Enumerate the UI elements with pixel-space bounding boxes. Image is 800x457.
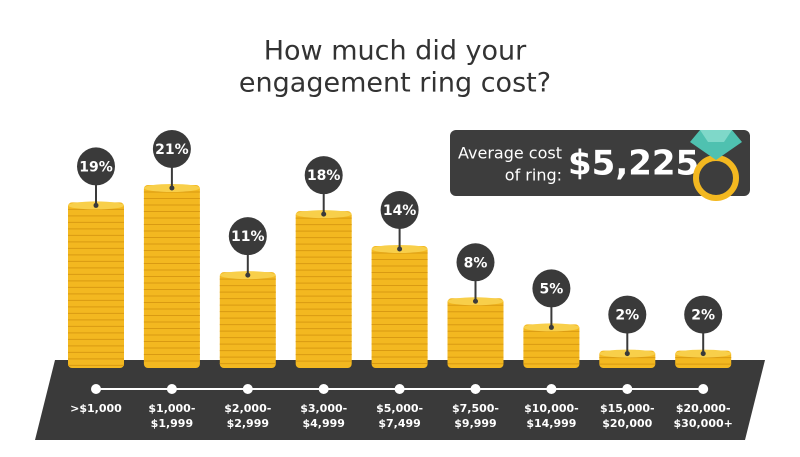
- x-tick-label: $2,000-: [224, 402, 271, 415]
- chart-title: engagement ring cost?: [239, 68, 551, 99]
- pin-dot: [169, 185, 175, 191]
- ring-icon: [690, 130, 742, 201]
- pin: [380, 191, 419, 229]
- value-label: 2%: [615, 308, 639, 324]
- pin: [228, 217, 267, 256]
- diamond: [690, 130, 742, 160]
- x-tick-label: $3,000-: [300, 402, 347, 415]
- value-label: 2%: [691, 308, 715, 324]
- pin: [77, 147, 115, 186]
- axis-dot: [622, 384, 633, 394]
- chart-title: How much did your: [264, 36, 527, 67]
- axis-dot: [698, 384, 709, 394]
- pin-dot: [245, 272, 251, 278]
- value-label: 19%: [79, 159, 113, 175]
- pin: [684, 295, 723, 334]
- x-tick-label: $20,000-: [676, 402, 731, 415]
- pin: [456, 243, 495, 282]
- coin-stack: [371, 246, 428, 368]
- value-label: 18%: [307, 168, 341, 184]
- axis-dot: [470, 384, 481, 394]
- x-tick-label: $10,000-: [524, 402, 579, 415]
- x-tick-label: $14,999: [526, 417, 576, 430]
- axis-dot: [91, 384, 101, 394]
- coin-stack: [219, 272, 276, 368]
- ground: [35, 360, 765, 440]
- x-tick-label: $30,000+: [674, 417, 733, 430]
- diamond-facet: [700, 130, 732, 142]
- x-tick-label: $4,999: [302, 417, 344, 430]
- x-tick-label: $15,000-: [600, 402, 655, 415]
- pin-dot: [548, 324, 554, 330]
- axis-dot: [318, 384, 329, 394]
- coin-stack: [68, 202, 124, 368]
- x-tick-label: $1,999: [151, 417, 193, 430]
- pin-dot: [321, 211, 327, 217]
- pin-dot: [624, 351, 630, 357]
- x-tick-label: $7,499: [378, 417, 420, 430]
- x-tick-label: $2,999: [227, 417, 269, 430]
- x-tick-label: $20,000: [602, 417, 652, 430]
- x-tick-label: >$1,000: [70, 402, 122, 415]
- value-label: 21%: [155, 142, 189, 158]
- pin: [532, 269, 571, 308]
- axis-dot: [166, 384, 177, 394]
- pin: [608, 295, 647, 334]
- value-label: 14%: [383, 203, 417, 219]
- value-label: 8%: [464, 255, 488, 271]
- pin-dot: [397, 246, 403, 252]
- annotation-value: $5,225: [568, 144, 699, 184]
- x-tick-label: $1,000-: [148, 402, 195, 415]
- pin-dot: [93, 202, 99, 208]
- annotation-box: [450, 130, 750, 196]
- value-label: 11%: [231, 229, 265, 245]
- axis-dot: [394, 384, 405, 394]
- x-tick-label: $7,500-: [452, 402, 499, 415]
- x-tick-label: $9,999: [454, 417, 496, 430]
- annotation-label: Average cost: [458, 144, 562, 163]
- pin-dot: [473, 298, 478, 304]
- pin: [152, 130, 191, 168]
- annotation-label: of ring:: [505, 166, 562, 185]
- value-label: 5%: [540, 281, 564, 297]
- axis-dot: [242, 384, 253, 394]
- axis-dot: [546, 384, 557, 394]
- pin: [304, 156, 343, 195]
- pin-dot: [700, 351, 706, 357]
- x-tick-label: $5,000-: [376, 402, 423, 415]
